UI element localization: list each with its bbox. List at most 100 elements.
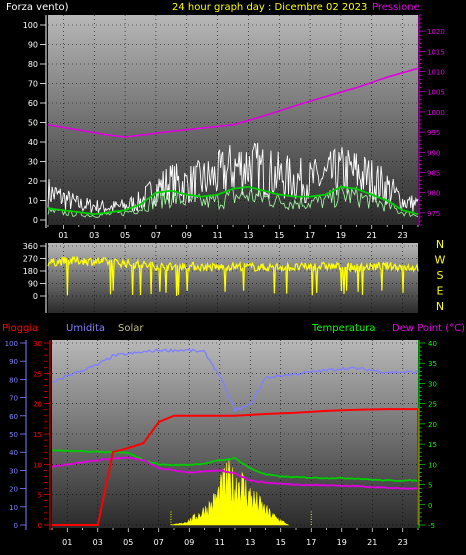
- rain-tick-label: 10: [33, 461, 42, 469]
- rain-tick-label: 25: [33, 370, 42, 378]
- wind-tick-label: 10: [28, 197, 38, 206]
- humidity-tick-label: 20: [9, 486, 18, 494]
- pressure-tick-label: 985: [427, 170, 440, 178]
- wind-hour-label: 13: [243, 231, 253, 240]
- direction-tick-label: 270: [23, 255, 38, 264]
- wind-tick-label: 90: [28, 41, 38, 50]
- wind-hour-label: 09: [182, 231, 192, 240]
- wind-direction-line: [47, 255, 419, 296]
- wind-hour-label: 01: [58, 231, 68, 240]
- humidity-tick-label: 100: [5, 340, 18, 348]
- bottom-hour-label: 07: [154, 538, 164, 547]
- bottom-hour-label: 01: [62, 538, 72, 547]
- humidity-tick-label: 40: [9, 449, 18, 457]
- temperature-tick-label: -5: [428, 522, 435, 530]
- pressure-axis-label: Pressione: [372, 2, 420, 13]
- wind-tick-label: 50: [28, 119, 38, 128]
- humidity-tick-label: 10: [9, 504, 18, 512]
- compass-letter: N: [436, 300, 444, 313]
- dewpoint-line: [51, 456, 419, 490]
- wind-gust-line: [47, 142, 419, 214]
- wind-hour-label: 03: [89, 231, 99, 240]
- solar-area: [170, 460, 290, 526]
- pressure-tick-label: 990: [427, 149, 440, 157]
- rain-line: [52, 408, 419, 526]
- dewpoint-axis-label: Dew Point (°C): [392, 323, 465, 334]
- bottom-hour-label: 19: [337, 538, 347, 547]
- humidity-line: [51, 348, 419, 413]
- temperature-tick-label: 35: [428, 360, 437, 368]
- humidity-axis-label: Umidita: [66, 323, 105, 334]
- wind-hour-label: 23: [397, 231, 407, 240]
- humidity-tick-label: 90: [9, 358, 18, 366]
- direction-tick-label: 0: [33, 292, 38, 301]
- pressure-tick-label: 1015: [427, 48, 445, 56]
- wind-tick-label: 20: [28, 177, 38, 186]
- wind-hour-label: 19: [336, 231, 346, 240]
- rain-tick-label: 15: [33, 431, 42, 439]
- rain-tick-label: 20: [33, 401, 42, 409]
- pressure-tick-label: 1005: [427, 89, 445, 97]
- wind-hour-label: 21: [367, 231, 377, 240]
- compass-letter: S: [437, 269, 444, 282]
- wind-tick-label: 60: [28, 99, 38, 108]
- bottom-hour-label: 15: [276, 538, 286, 547]
- wind-tick-label: 80: [28, 60, 38, 69]
- temperature-tick-label: 20: [428, 421, 437, 429]
- wind-tick-label: 0: [33, 216, 38, 225]
- pressure-tick-label: 1010: [427, 69, 445, 77]
- humidity-tick-label: 80: [9, 376, 18, 384]
- wind-hour-label: 15: [274, 231, 284, 240]
- temperature-tick-label: 0: [428, 502, 432, 510]
- wind-tick-label: 100: [23, 21, 38, 30]
- temperature-tick-label: 30: [428, 380, 437, 388]
- wind-hour-label: 07: [151, 231, 161, 240]
- pressure-tick-label: 1020: [427, 28, 445, 36]
- bottom-hour-label: 17: [306, 538, 316, 547]
- pressure-tick-label: 995: [427, 129, 440, 137]
- bottom-hour-label: 03: [93, 538, 103, 547]
- bottom-hour-label: 21: [367, 538, 377, 547]
- compass-letter: W: [435, 254, 446, 267]
- pressure-line: [47, 67, 419, 138]
- rain-tick-label: 0: [38, 522, 42, 530]
- rain-tick-label: 5: [38, 492, 42, 500]
- direction-tick-label: 360: [23, 242, 38, 251]
- temperature-tick-label: 5: [428, 482, 432, 490]
- pressure-tick-label: 1000: [427, 109, 445, 117]
- wind-average-line: [47, 185, 419, 216]
- humidity-tick-label: 0: [14, 522, 18, 530]
- compass-letter: N: [436, 238, 444, 251]
- bottom-hour-label: 09: [184, 538, 194, 547]
- direction-tick-label: 90: [28, 280, 38, 289]
- wind-hour-label: 05: [120, 231, 130, 240]
- pressure-tick-label: 975: [427, 210, 440, 218]
- temperature-tick-label: 40: [428, 340, 437, 348]
- chart-title: 24 hour graph day : Dicembre 02 2023: [172, 2, 367, 13]
- rain-axis-label: Pioggia: [2, 323, 38, 334]
- humidity-tick-label: 70: [9, 395, 18, 403]
- bottom-hour-label: 05: [123, 538, 133, 547]
- humidity-tick-label: 50: [9, 431, 18, 439]
- wind-hour-label: 17: [305, 231, 315, 240]
- direction-tick-label: 180: [23, 267, 38, 276]
- wind-axis-label: Forza vento): [6, 2, 69, 13]
- wind-panel-background: [48, 15, 418, 225]
- temperature-tick-label: 10: [428, 461, 437, 469]
- wind-tick-label: 70: [28, 80, 38, 89]
- humidity-tick-label: 60: [9, 413, 18, 421]
- bottom-hour-label: 23: [398, 538, 408, 547]
- bottom-hour-label: 11: [215, 538, 225, 547]
- temperature-axis-label: Temperatura: [311, 323, 376, 334]
- solar-axis-label: Solar: [118, 323, 144, 334]
- compass-letter: E: [437, 285, 444, 298]
- temperature-tick-label: 15: [428, 441, 437, 449]
- wind-average-band: [47, 185, 419, 218]
- rain-tick-label: 30: [33, 340, 42, 348]
- humidity-tick-label: 30: [9, 467, 18, 475]
- pressure-tick-label: 980: [427, 190, 440, 198]
- wind-tick-label: 30: [28, 158, 38, 167]
- bottom-hour-label: 13: [245, 538, 255, 547]
- temperature-tick-label: 25: [428, 401, 437, 409]
